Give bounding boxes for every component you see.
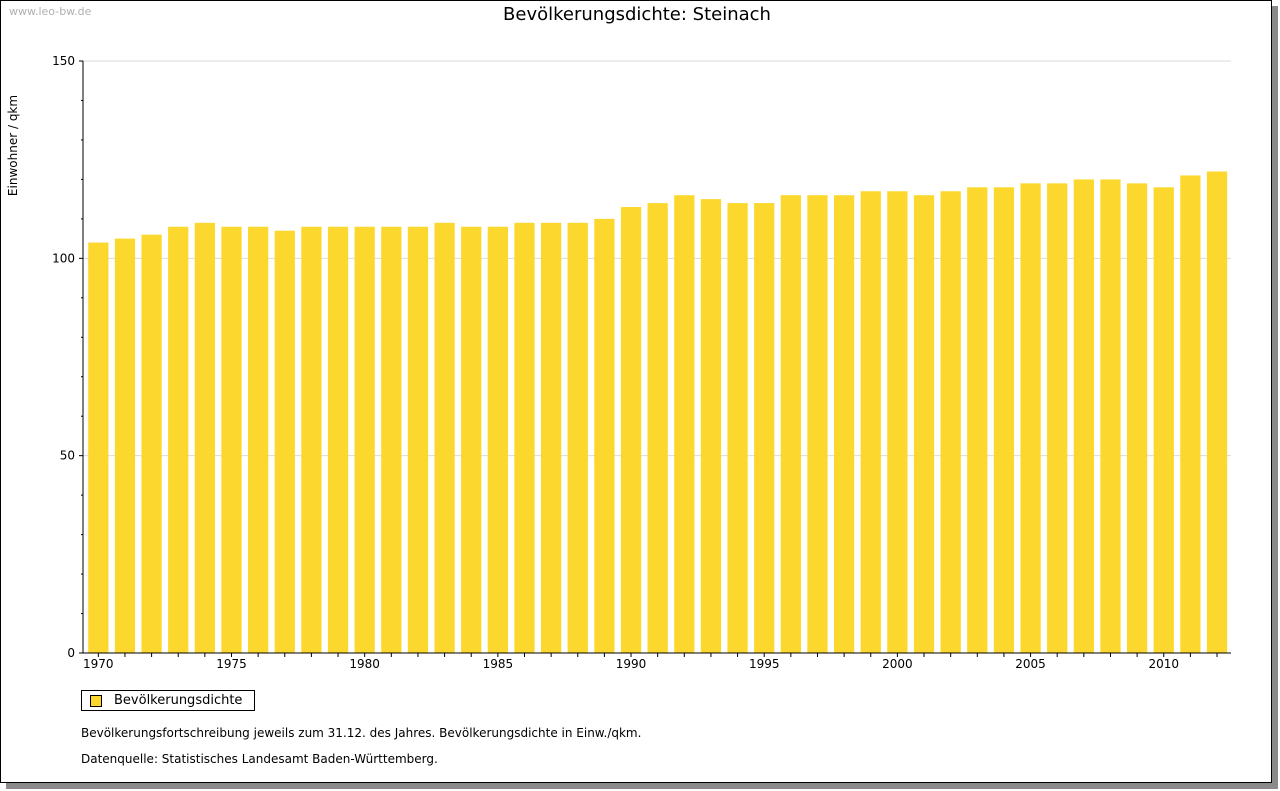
bar [700, 199, 722, 653]
legend: Bevölkerungsdichte [81, 690, 256, 711]
legend-label: Bevölkerungsdichte [114, 693, 243, 708]
bar [993, 187, 1015, 653]
bar [327, 226, 349, 653]
bar [647, 203, 668, 653]
x-tick-label: 1985 [483, 657, 514, 671]
x-tick-label: 1990 [616, 657, 647, 671]
chart-title: Bevölkerungsdichte: Steinach [503, 4, 771, 25]
bar [807, 195, 828, 654]
bar [514, 222, 535, 653]
bar [727, 203, 748, 653]
bar [194, 222, 215, 653]
bar [1047, 183, 1068, 653]
bar [541, 222, 562, 653]
y-tick-label: 150 [52, 54, 75, 68]
legend-swatch [90, 694, 102, 707]
bar [940, 191, 961, 654]
x-tick-label: 2005 [1015, 657, 1046, 671]
bar [833, 195, 855, 654]
footnote-source: Datenquelle: Statistisches Landesamt Bad… [81, 752, 438, 766]
bar [301, 226, 322, 653]
x-tick-label: 1975 [216, 657, 247, 671]
bar [168, 226, 189, 653]
bar [487, 226, 508, 653]
bar [381, 226, 402, 653]
y-tick-label: 50 [60, 449, 75, 463]
bar [1206, 171, 1228, 654]
bar [434, 222, 455, 653]
bar [620, 207, 642, 653]
bar [221, 226, 242, 653]
bar [354, 226, 375, 653]
bar [407, 226, 429, 653]
x-tick-label: 2010 [1148, 657, 1179, 671]
bar [1126, 183, 1148, 653]
bar [114, 238, 136, 653]
y-tick-label: 100 [52, 251, 75, 265]
bar [674, 195, 695, 654]
chart-area: 0 50 100 150 1970 1975 1980 1985 1990 1995 2000 200… [6, 54, 1231, 671]
bar [1073, 179, 1094, 653]
bar [461, 226, 482, 653]
bar [780, 195, 801, 654]
bar [1020, 183, 1041, 653]
bar [1100, 179, 1121, 653]
x-tick-label: 1995 [749, 657, 780, 671]
bar [594, 218, 615, 653]
watermark: www.leo-bw.de [9, 5, 92, 18]
bar [754, 203, 775, 653]
bar [860, 191, 881, 654]
bar [88, 242, 109, 653]
x-tick-label: 1980 [349, 657, 380, 671]
bar [1180, 175, 1201, 653]
y-tick-label: 0 [67, 646, 75, 660]
bar [1153, 187, 1174, 653]
y-axis-label: Einwohner / qkm [6, 95, 20, 196]
footnote-description: Bevölkerungsfortschreibung jeweils zum 3… [81, 726, 642, 740]
bar [967, 187, 988, 653]
bar [274, 230, 295, 653]
bar [567, 222, 588, 653]
x-tick-label: 1970 [83, 657, 114, 671]
bar [248, 226, 269, 653]
bar [887, 191, 908, 654]
x-tick-label: 2000 [882, 657, 913, 671]
bar [913, 195, 935, 654]
bar [141, 234, 162, 654]
